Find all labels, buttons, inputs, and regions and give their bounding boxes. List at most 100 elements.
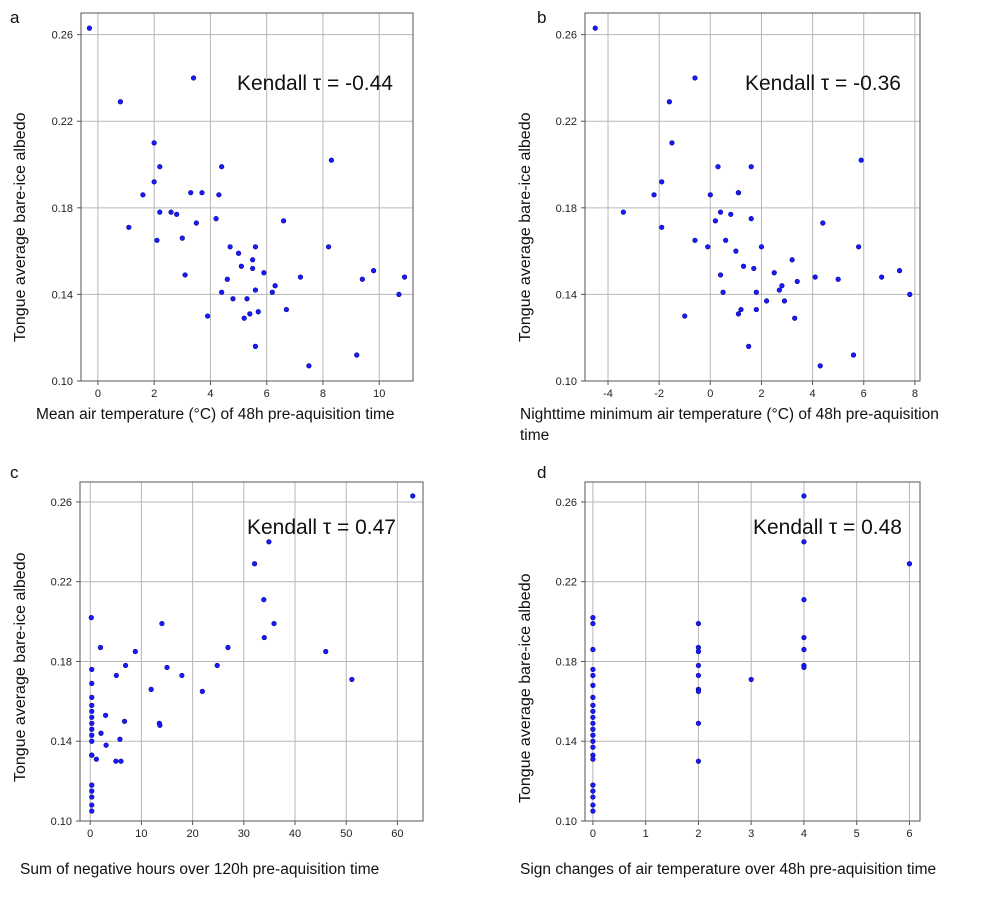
data-point: [174, 211, 180, 217]
data-point: [590, 726, 596, 732]
data-point: [247, 311, 253, 317]
data-point: [740, 263, 747, 269]
data-point: [751, 265, 757, 272]
x-tick-label: 4: [810, 388, 816, 400]
data-point: [692, 75, 698, 81]
data-point: [179, 235, 185, 241]
y-tick-label: 0.22: [556, 116, 577, 128]
x-tick-label: -2: [654, 388, 664, 400]
data-point: [590, 694, 596, 700]
kendall-annotation: Kendall τ = 0.47: [247, 516, 396, 539]
data-point: [651, 192, 657, 198]
y-axis-label-b: Tongue average bare-ice albedo: [517, 112, 534, 343]
data-point: [89, 738, 95, 744]
data-point: [717, 272, 724, 278]
data-point: [117, 736, 123, 742]
grid: [585, 13, 920, 382]
data-point: [753, 306, 759, 313]
data-point: [241, 315, 247, 321]
data-point: [659, 224, 665, 230]
data-point: [590, 756, 596, 762]
data-point: [199, 190, 205, 196]
data-point: [102, 712, 109, 718]
x-tick-label: 4: [207, 388, 213, 400]
data-point: [132, 648, 138, 655]
data-point: [401, 274, 408, 280]
data-point: [371, 268, 377, 274]
data-point: [89, 714, 95, 720]
x-tick-label: 3: [748, 828, 754, 840]
data-point: [820, 220, 826, 226]
plot-frame: [79, 481, 424, 822]
data-point: [695, 648, 702, 655]
data-point: [250, 265, 256, 272]
x-tick-label: 8: [320, 388, 326, 400]
x-tick-label: 20: [187, 828, 199, 840]
data-point: [238, 263, 244, 269]
data-point: [261, 270, 267, 276]
data-point: [801, 664, 807, 671]
data-point: [590, 788, 596, 794]
data-point: [252, 343, 259, 349]
data-point: [235, 250, 242, 256]
data-point: [753, 289, 759, 295]
data-point: [692, 237, 698, 243]
x-tick-label: 30: [238, 828, 250, 840]
y-tick-label: 0.14: [556, 736, 577, 748]
data-point: [328, 157, 335, 163]
panel-d: d 0 1 2 3 4 5 6 0.10 0.14 0.18 0.22 0.26 Kendall τ =…: [505, 455, 985, 904]
x-tick-label: -4: [603, 388, 613, 400]
data-point: [190, 75, 197, 81]
data-point: [97, 644, 104, 651]
data-point: [283, 306, 289, 313]
y-tick-label: 0.26: [556, 497, 577, 509]
data-point: [748, 164, 754, 170]
data-point: [695, 672, 702, 679]
data-point: [103, 742, 109, 748]
data-point: [216, 192, 222, 198]
data-point: [590, 620, 596, 627]
data-point: [117, 99, 123, 105]
data-point: [219, 289, 225, 295]
data-point: [297, 274, 304, 280]
data-point: [590, 744, 596, 750]
data-point: [89, 782, 95, 788]
data-point: [682, 313, 688, 319]
data-point: [205, 313, 211, 319]
data-point: [266, 539, 272, 545]
data-point: [758, 244, 765, 250]
scatter-plot-c: 0 10 20 30 40 50 60 0.10 0.14 0.18 0.22 0.26 Kendall…: [51, 481, 424, 840]
y-tick-label: 0.26: [556, 30, 577, 42]
data-point: [271, 620, 277, 627]
data-point: [748, 216, 754, 222]
panel-a: a 0 2 4 6 8 10 0.10 0.14 0.18 0.22 0.26 Kendall τ =…: [0, 0, 490, 450]
data-point: [590, 708, 596, 714]
panel-label-c: c: [10, 463, 19, 482]
x-tick-label: 5: [854, 828, 860, 840]
y-tick-label: 0.10: [556, 376, 577, 388]
data-point: [801, 634, 807, 641]
data-point: [179, 672, 185, 679]
data-point: [255, 309, 261, 315]
data-point: [590, 808, 596, 814]
data-point: [89, 694, 95, 700]
data-point: [396, 291, 402, 298]
data-point: [735, 311, 742, 317]
data-point: [306, 363, 312, 369]
data-point: [781, 298, 788, 304]
data-points: [86, 25, 408, 369]
data-point: [590, 802, 596, 808]
y-tick-label: 0.18: [51, 656, 72, 668]
x-tick-label: 6: [264, 388, 270, 400]
data-point: [590, 682, 596, 688]
data-point: [812, 274, 818, 280]
x-tick-label: 0: [707, 388, 713, 400]
data-point: [89, 802, 95, 808]
data-point: [896, 268, 903, 274]
data-point: [89, 720, 95, 726]
panel-label-b: b: [537, 8, 547, 27]
data-point: [659, 179, 665, 185]
data-point: [230, 296, 236, 302]
data-point: [323, 648, 329, 655]
data-point: [715, 164, 721, 170]
